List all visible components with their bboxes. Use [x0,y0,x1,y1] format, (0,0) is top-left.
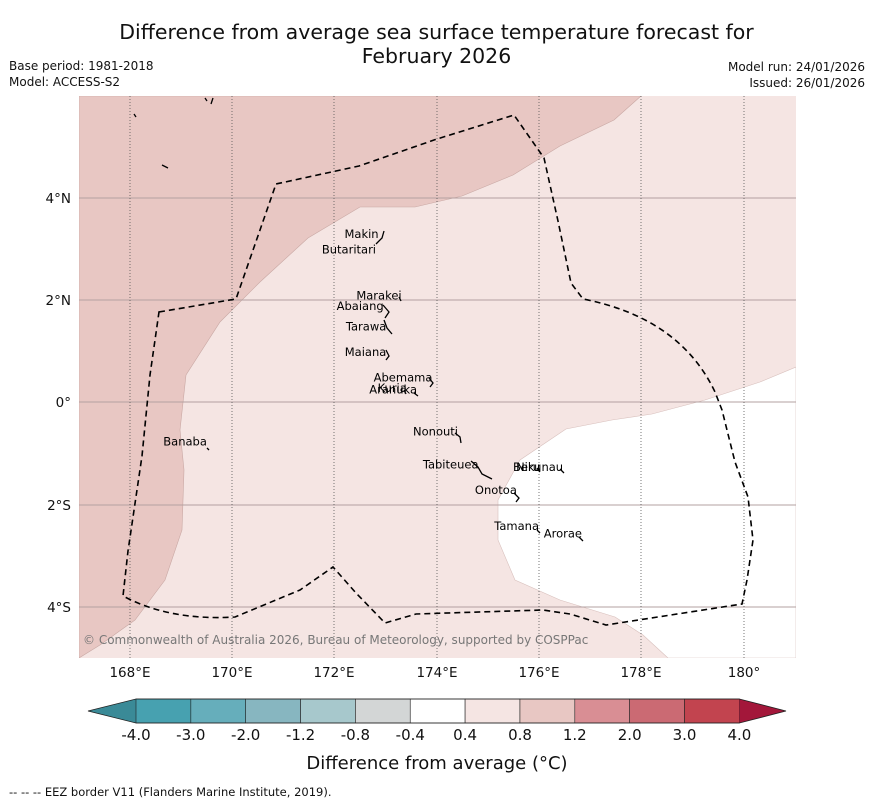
model-name: Model: ACCESS-S2 [9,75,121,89]
colorbar-tick-label: -4.0 [121,726,150,744]
colorbar-tick-label: 4.0 [727,726,751,744]
anomaly-neutral-region [497,366,796,658]
lon-label: 170°E [211,665,252,681]
lat-axis: 4°N 2°N 0° 2°S 4°S [46,191,71,616]
island-tamana-arorae [536,529,584,542]
colorbar-bin [245,698,301,724]
place-label-abemama: Abemama [374,371,433,385]
lat-label: 4°S [47,600,71,616]
place-label-abaiang: Abaiang [337,299,384,313]
island-nonouti [454,432,462,444]
colorbar-tick-label: 1.2 [563,726,587,744]
colorbar-tick-label: 3.0 [673,726,697,744]
colorbar-bin [519,698,576,724]
place-label-onotoa: Onotoa [475,483,517,497]
colorbar-bin [629,698,685,724]
island-tarawa [383,319,393,335]
island-abemama [428,377,434,388]
place-label-arorae: Arorae [544,527,582,541]
colorbar-bin [300,698,356,724]
issued-date: Issued: 26/01/2026 [749,76,865,90]
eez-border [122,114,754,626]
place-label-nonouti: Nonouti [413,424,458,438]
colorbar-bin [409,698,466,724]
lon-label: 180° [728,665,761,681]
model-run: Model run: 24/01/2026 [727,60,865,74]
island-marakei [398,296,402,302]
island-maiana [385,349,390,361]
island-fragments [133,97,214,451]
lon-label: 174°E [416,665,457,681]
island-beru-nikunau [536,467,565,474]
colorbar-tick-label: -3.0 [176,726,205,744]
colorbar-extend-low [88,699,136,723]
place-label-butaritari: Butaritari [322,243,376,257]
lat-label: 0° [56,395,71,411]
lon-label: 178°E [620,665,661,681]
colorbar-bin [190,698,247,724]
place-label-makin: Makin [344,227,378,241]
base-period: Base period: 1981-2018 [9,59,154,73]
colorbar [87,698,787,724]
place-label-nikunau: Nikunau [516,460,563,474]
eez-footnote: -- -- -- EEZ border V11 (Flanders Marine… [9,785,332,799]
gridlines [79,96,796,658]
colorbar-bin [464,698,521,724]
place-label-banaba: Banaba [163,435,207,449]
colorbar-bin [355,698,411,724]
colorbar-tick-label: 2.0 [618,726,642,744]
colorbar-bin [684,698,740,724]
place-label-beru: Beru [513,460,540,474]
place-label-tamana: Tamana [493,519,539,533]
island-makin-butaritari [375,230,385,245]
colorbar-tick-label: -0.4 [396,726,425,744]
lat-label: 2°S [47,498,71,514]
colorbar-tick-label: -2.0 [231,726,260,744]
colorbar-tick-label: 0.8 [508,726,532,744]
colorbar-tick-label: -1.2 [286,726,315,744]
island-abaiang [382,304,390,319]
colorbar-label: Difference from average (°C) [306,753,567,774]
colorbar-bin [135,698,192,724]
colorbar-tick-label: 0.4 [453,726,477,744]
colorbar-ticks: -4.0 -3.0 -2.0 -1.2 -0.8 -0.4 0.4 0.8 1.2 2.0 3.0 4… [121,726,751,744]
lat-label: 2°N [46,293,71,309]
island-onotoa [513,492,520,503]
lat-label: 4°N [46,191,71,207]
colorbar-outline [87,698,787,724]
meta-left: Base period: 1981-2018 Model: ACCESS-S2 [9,58,154,90]
meta-right: Model run: 24/01/2026 Issued: 26/01/2026 [728,59,865,91]
title-line-1: Difference from average sea surface temp… [119,20,754,44]
colorbar-bin [574,698,630,724]
colorbar-tick-label: -0.8 [341,726,370,744]
copyright-notice: © Commonwealth of Australia 2026, Bureau… [83,633,588,647]
place-label-maiana: Maiana [345,345,387,359]
place-label-tabiteuea: Tabiteuea [422,458,479,472]
lon-label: 176°E [518,665,559,681]
island-kuria-aranuka [403,389,419,397]
island-tabiteuea [470,460,493,480]
place-label-kuria: Kuria [378,381,407,395]
anomaly-0.8-1.2-region [79,96,642,658]
place-label-marakei: Marakei [356,289,401,303]
lon-label: 172°E [313,665,354,681]
chart-title: Difference from average sea surface temp… [0,20,873,68]
island-outlines [133,97,584,542]
colorbar-extend-high [739,699,786,723]
place-label-aranuka: Aranuka [369,382,417,396]
title-line-2: February 2026 [361,44,512,68]
lon-label: 168°E [109,665,150,681]
place-label-tarawa: Tarawa [345,319,386,333]
lon-axis: 168°E 170°E 172°E 174°E 176°E 178°E 180° [109,665,760,681]
